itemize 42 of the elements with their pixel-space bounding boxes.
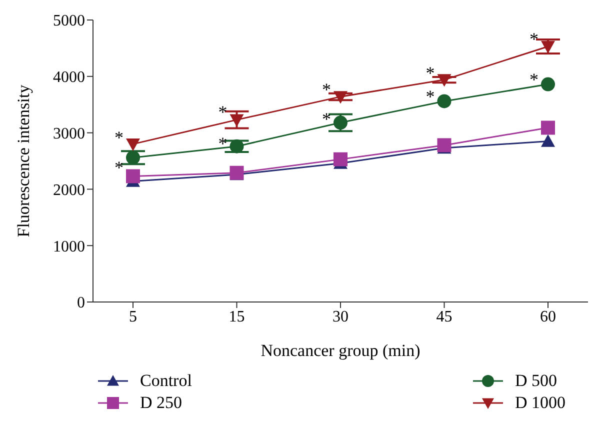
point xyxy=(126,169,140,184)
point xyxy=(541,134,555,147)
point xyxy=(126,138,140,152)
x-tick-label: 5 xyxy=(129,308,137,326)
x-tick-label: 15 xyxy=(228,308,245,326)
point xyxy=(541,77,555,92)
point xyxy=(437,74,452,87)
point xyxy=(334,152,348,166)
legend-label: D 500 xyxy=(515,371,558,391)
y-tick-label: 5000 xyxy=(53,12,85,30)
point xyxy=(126,150,140,165)
point xyxy=(334,116,348,130)
legend-label: D 1000 xyxy=(515,393,566,413)
point xyxy=(541,120,555,135)
x-tick-label: 45 xyxy=(436,308,452,326)
point xyxy=(437,94,452,108)
x-tick-label: 60 xyxy=(540,308,556,326)
annotation: * xyxy=(218,133,228,154)
y-axis-title: Fluorescence intensity xyxy=(14,84,34,238)
annotation: * xyxy=(426,86,435,106)
x-tick-label: 30 xyxy=(332,308,348,326)
y-tick-label: 3000 xyxy=(53,125,85,142)
annotation: * xyxy=(218,102,228,122)
annotation: * xyxy=(322,80,331,100)
y-tick-label: 0 xyxy=(77,294,85,312)
legend-label: D 250 xyxy=(140,393,182,413)
annotation: * xyxy=(114,128,124,148)
y-tick-label: 4000 xyxy=(53,69,85,86)
point xyxy=(437,138,452,152)
point xyxy=(541,40,555,54)
annotation: * xyxy=(426,62,435,83)
annotation: * xyxy=(530,70,538,90)
x-axis-title: Noncancer group (min) xyxy=(260,341,420,360)
point xyxy=(230,114,244,127)
y-tick-label: 2000 xyxy=(53,182,85,199)
legend-label: Control xyxy=(140,371,192,391)
point xyxy=(334,91,348,104)
annotation: * xyxy=(114,158,124,178)
y-tick-label: 1000 xyxy=(53,238,85,256)
annotation: * xyxy=(322,109,331,130)
point xyxy=(230,139,244,154)
annotation: * xyxy=(530,28,538,49)
